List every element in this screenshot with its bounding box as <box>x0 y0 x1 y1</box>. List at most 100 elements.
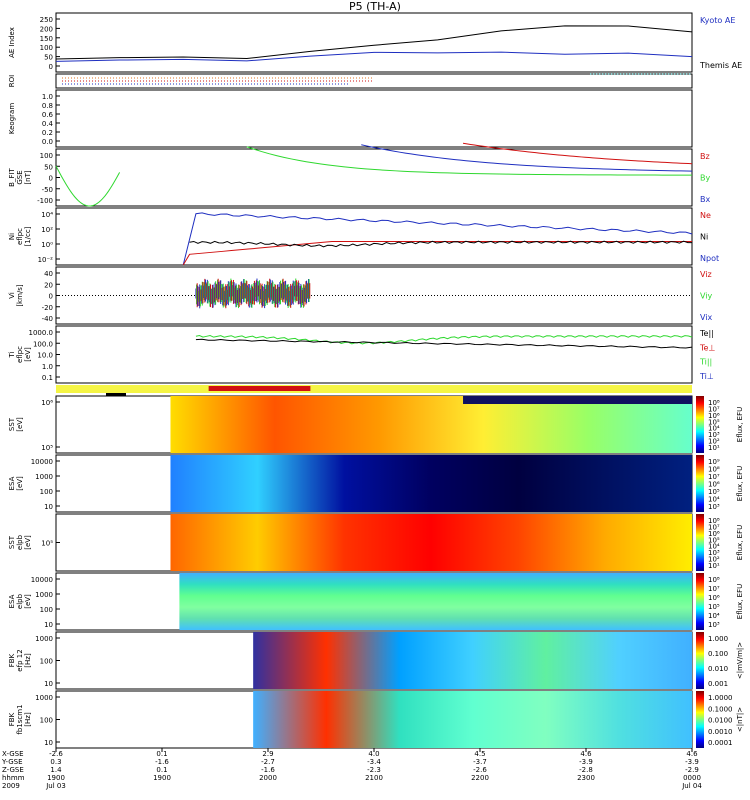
sst2-spectrogram <box>170 514 693 571</box>
fbk2-label-0: FBK <box>8 712 16 726</box>
ni-label-2: [1/cc] <box>24 226 32 246</box>
sst1-tick: 10⁶ <box>41 399 53 407</box>
bfit-bx <box>361 144 693 172</box>
bfit-tick: 100 <box>40 152 53 160</box>
esa1-cbar-tick: 10⁸ <box>708 466 720 474</box>
sst1-label-1: [eV] <box>16 417 24 432</box>
ti-tick: 100.0 <box>33 340 53 348</box>
ti-legend-0: Te|| <box>699 329 714 338</box>
sst1-cbar-tick: 10⁵ <box>708 418 720 426</box>
ae-panel <box>55 12 693 73</box>
sst1-cbar-tick: 10⁴ <box>708 425 720 433</box>
xaxis-col-val: -2.8 <box>579 766 593 774</box>
esa1-label-1: [eV] <box>16 476 24 491</box>
ae-tick: 250 <box>40 16 53 24</box>
bfit-tick: -50 <box>42 186 53 194</box>
ae-legend-1: Themis AE <box>699 61 742 70</box>
bfit-tick: 0 <box>49 175 53 183</box>
xaxis-row-label: 2009 <box>2 782 20 790</box>
fbk2-spectrogram <box>253 691 692 748</box>
esa1-cbar-tick: 10⁴ <box>708 496 720 504</box>
sst2-cbar-tick: 10¹ <box>708 562 720 570</box>
xaxis-col-val: 1900 <box>153 774 171 782</box>
xaxis-col-val: -3.4 <box>367 758 381 766</box>
xaxis-row-label: Y-GSE <box>1 758 23 766</box>
keogram-label-0: Keogram <box>8 103 16 134</box>
esa1-spectrogram <box>170 455 693 512</box>
fbk2-tick: 10 <box>44 739 53 747</box>
sst1-cbar-label: Eflux, EFU <box>736 407 744 442</box>
ni-panel <box>55 207 693 266</box>
bfit-legend-0: Bz <box>700 152 710 161</box>
keogram-tick: 1.0 <box>42 93 53 101</box>
vi-legend-2: Vix <box>700 313 713 322</box>
ti-ti-par <box>195 334 693 345</box>
esa2-tick: 1000 <box>35 591 53 599</box>
sst2-cbar-tick: 10⁶ <box>708 530 720 538</box>
bfit-label-1: GSE <box>16 170 24 184</box>
xaxis-col-val: 2200 <box>471 774 489 782</box>
esa1-cbar-tick: 10⁶ <box>708 481 720 489</box>
keogram-tick: 0.6 <box>42 111 54 119</box>
fbk1-spectrogram <box>253 632 692 689</box>
ni-ne <box>182 240 692 266</box>
xaxis-col-val: -2.9 <box>685 766 699 774</box>
sst2-cbar-tick: 10⁷ <box>708 523 720 531</box>
vi-label-0: Vi <box>8 292 16 299</box>
ae-label-0: AE Index <box>8 27 16 58</box>
xaxis-col-val: -2.3 <box>367 766 381 774</box>
sst1-label-0: SST <box>8 417 16 431</box>
bfit-by-early <box>55 165 121 207</box>
fbk2-cbar-tick: 0.0001 <box>708 739 733 747</box>
ni-tick: 10² <box>41 226 53 234</box>
esa2-spectrogram <box>179 573 692 630</box>
xaxis-col-val: -1.6 <box>155 758 169 766</box>
esa1-tick: 10000 <box>31 458 53 466</box>
sst1-tick: 10⁵ <box>41 444 53 452</box>
sst1-cbar-tick: 10⁷ <box>708 405 720 413</box>
vi-tick: -40 <box>42 315 53 323</box>
esa2-colorbar <box>696 573 704 630</box>
esa2-label-1: elpb <box>16 593 24 609</box>
ae-line-themis-ae <box>55 25 693 60</box>
vi-tick: -20 <box>42 304 53 312</box>
ni-tick: 10⁰ <box>41 241 53 249</box>
fbk2-cbar-tick: 0.0010 <box>708 728 733 736</box>
fbk1-tick: 100 <box>40 658 53 666</box>
esa2-cbar-tick: 10⁸ <box>708 576 720 584</box>
ti-legend-1: Te⊥ <box>699 343 715 352</box>
esa2-cbar-tick: 10⁴ <box>708 612 720 620</box>
xaxis-col-val: 1900 <box>47 774 65 782</box>
esa2-tick: 10000 <box>31 576 53 584</box>
keogram-tick: 0.4 <box>42 120 54 128</box>
esa2-cbar-tick: 10³ <box>708 621 720 629</box>
ae-tick: 200 <box>40 25 53 33</box>
vi-legend-1: Viy <box>700 292 713 301</box>
xaxis-col-val: 0000 <box>683 774 701 782</box>
bfit-label-2: [nT] <box>24 170 32 184</box>
ti-tick: 1000.0 <box>29 329 54 337</box>
vi-legend-0: Viz <box>700 270 712 279</box>
sst1-cbar-tick: 10¹ <box>708 444 720 452</box>
esa1-cbar-tick: 10³ <box>708 503 720 511</box>
sst2-cbar-tick: 10⁴ <box>708 543 720 551</box>
vi-tick: 20 <box>44 281 53 289</box>
bfit-tick: 50 <box>44 163 53 171</box>
sst1-cbar-tick: 10⁶ <box>708 412 720 420</box>
fbk1-tick: 1000 <box>35 635 53 643</box>
esa1-colorbar <box>696 455 704 512</box>
ni-legend-0: Ne <box>700 211 711 220</box>
xaxis-col-val: 2.9 <box>262 750 273 758</box>
esa1-cbar-tick: 10⁷ <box>708 473 720 481</box>
esa1-cbar-tick: 10⁹ <box>708 458 720 466</box>
fbk1-cbar-tick: 1.000 <box>708 635 728 643</box>
ti-te-par <box>195 338 693 349</box>
bfit-legend-2: Bx <box>700 195 710 204</box>
ae-tick: 0 <box>49 63 53 71</box>
keogram-tick: 0.2 <box>42 129 53 137</box>
ae-line-kyoto-ae <box>55 51 693 62</box>
esa1-tick: 10 <box>44 503 53 511</box>
esa1-cbar-label: Eflux, EFU <box>736 466 744 501</box>
sst2-label-0: SST <box>8 535 16 549</box>
